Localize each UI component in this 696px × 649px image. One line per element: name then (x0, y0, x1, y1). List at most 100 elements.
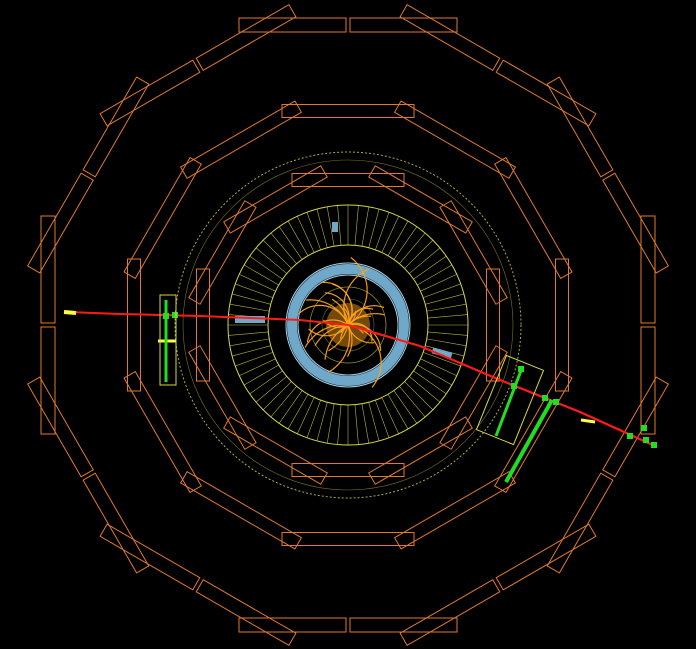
muon-chamber-sector (99, 523, 297, 647)
calorimeter-tower (316, 209, 328, 248)
muon-chamber-sector (223, 416, 328, 485)
tracker-track (306, 299, 349, 326)
calorimeter-tower (232, 345, 271, 357)
calorimeter-tower (354, 205, 359, 246)
calorimeter-tower (270, 232, 297, 264)
muon-chamber-sector (40, 215, 56, 435)
energy-deposit (332, 222, 338, 232)
calorimeter-tower (229, 338, 270, 347)
calorimeter-tower (417, 364, 453, 386)
calorimeter (174, 151, 522, 499)
tracker-track (331, 298, 349, 326)
muon-chamber (555, 258, 569, 392)
muon-chamber (439, 200, 508, 305)
muon-chamber-sector (439, 345, 508, 450)
muon-chamber-sector (640, 215, 656, 435)
muon-chamber (26, 376, 94, 478)
muon-segment-highlight (580, 418, 596, 424)
muon-chamber (281, 104, 415, 118)
muon-chamber (179, 100, 303, 179)
muon-chamber (291, 173, 405, 187)
calorimeter-tower (425, 293, 464, 305)
tracker-track (327, 324, 351, 373)
muon-chamber (495, 523, 597, 591)
muon-chamber (439, 345, 508, 450)
tracker-track (340, 324, 349, 333)
pixel-layer (309, 286, 387, 364)
muon-chamber (123, 156, 202, 280)
muon-chamber (368, 416, 473, 485)
calorimeter-tower (423, 283, 461, 298)
muon-chamber-sector (291, 173, 405, 187)
calorimeter-tower (426, 338, 467, 347)
muon-chamber-sector (123, 370, 202, 494)
calorimeter-tower (409, 247, 441, 274)
muon-chamber-sector (238, 17, 458, 33)
muon-chamber-sector (494, 156, 573, 280)
calorimeter-tower (361, 403, 370, 444)
muon-chamber (281, 532, 415, 546)
muon-chamber (486, 268, 500, 382)
calorimeter-tower (423, 352, 461, 367)
muon-chamber (602, 172, 670, 274)
muon-chamber-sector (368, 165, 473, 234)
tracker-track (347, 307, 374, 326)
muon-hit (511, 383, 517, 389)
muon-chamber-sector (238, 617, 458, 633)
calorimeter-tower (368, 209, 380, 248)
calorimeter-tower (262, 239, 292, 269)
muon-chamber-hit (159, 294, 177, 386)
tracker-barrel (287, 264, 409, 386)
calorimeter-tower (381, 397, 399, 434)
calorimeter-tower (417, 264, 453, 286)
calorimeter-tower (232, 293, 271, 305)
muon-hit (172, 312, 178, 318)
muon-chamber (195, 579, 297, 647)
muon-chamber (494, 156, 573, 280)
tracker-track (328, 324, 349, 352)
calorimeter-tower (239, 358, 276, 376)
muon-chamber-sector (188, 200, 257, 305)
muon-chamber-sector (393, 100, 517, 179)
muon-chamber (399, 3, 501, 71)
muon-chamber (238, 617, 347, 633)
muon-chamber-sector (555, 258, 569, 392)
muon-chamber-sector (291, 463, 405, 477)
pixel-layer (321, 298, 375, 352)
calorimeter-tower (381, 216, 399, 253)
calorimeter-tower (399, 232, 426, 264)
muon-chamber (223, 165, 328, 234)
calorimeter-tower (287, 220, 309, 256)
muon-chamber-hit (475, 354, 545, 446)
tracker-edge (285, 262, 411, 388)
calorimeter-tower (235, 352, 273, 367)
muon-chamber-sector (281, 532, 415, 546)
calorimeter-tower (306, 212, 321, 250)
muon-chamber (40, 215, 56, 324)
muon-track-right (347, 323, 656, 448)
calorimeter-tower (361, 206, 370, 247)
calorimeter-tower (354, 404, 359, 445)
muon-hit (641, 425, 647, 431)
tracker-track (324, 324, 349, 360)
muon-chamber (196, 268, 210, 382)
muon-chamber-sector (494, 370, 573, 494)
calorimeter-tower (427, 331, 468, 336)
muon-chamber (393, 471, 517, 550)
tracker-track (314, 324, 349, 347)
calorimeter-tower (399, 386, 426, 418)
muon-hit (163, 313, 169, 319)
muon-chamber-sector (399, 523, 597, 647)
muon-track-left (67, 311, 349, 326)
muon-hit (518, 366, 524, 372)
calorimeter-tower (409, 376, 441, 403)
muon-hit (651, 442, 657, 448)
calorimeter-tower (375, 400, 390, 438)
calorimeter-tower (249, 370, 283, 395)
calorimeter-tower (413, 370, 447, 395)
calorimeter-tower (375, 212, 390, 250)
calorimeter-tower (337, 205, 342, 246)
calorimeter-tower (420, 274, 457, 292)
muon-tracks (63, 294, 657, 483)
muon-chamber (82, 472, 150, 574)
